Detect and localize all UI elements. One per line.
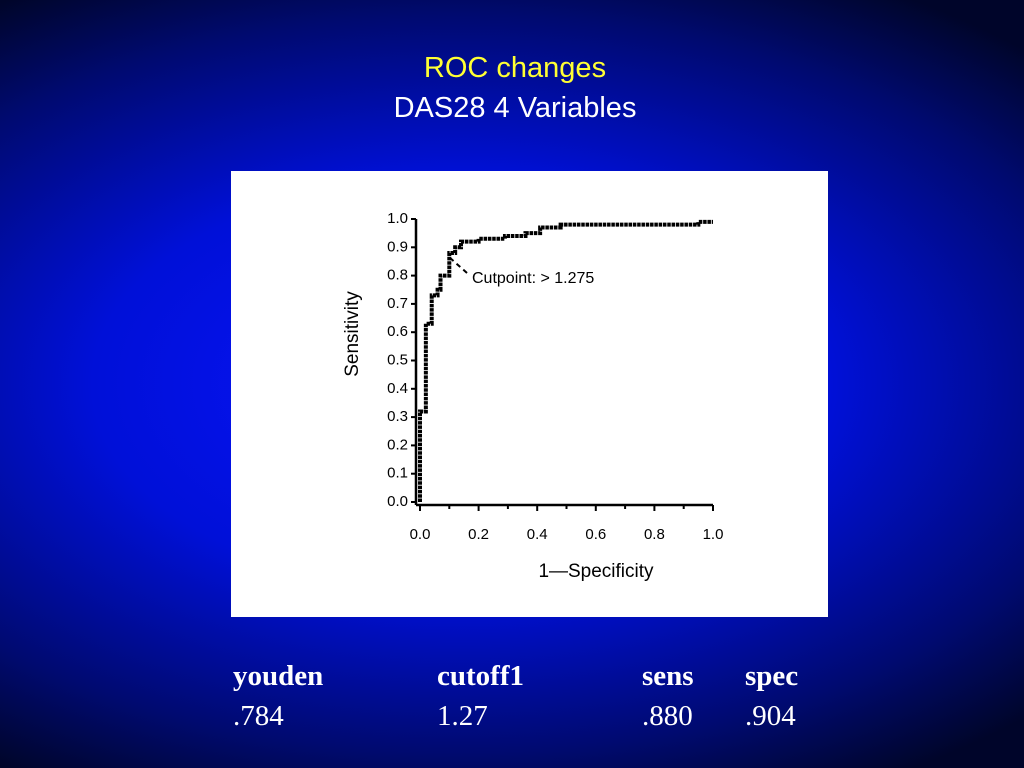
y-axis-label: Sensitivity [342,291,363,377]
header-cell: sens [642,660,694,692]
slide-subtitle: DAS28 4 Variables [393,92,637,124]
annotation: Cutpoint: > 1.275 [472,270,594,287]
x-tick-label: 0.4 [527,526,548,543]
y-tick-label: 0.0 [387,493,408,510]
x-tick-label: 1.0 [703,526,724,543]
cell: 1.27 [437,700,488,732]
x-tick-label: 0.2 [468,526,489,543]
y-tick-label: 0.5 [387,351,408,368]
cell: .880 [642,700,693,732]
y-tick-label: 0.8 [387,267,408,284]
y-tick-label: 0.6 [387,323,408,340]
x-tick-label: 0.6 [585,526,606,543]
cell: .904 [745,700,796,732]
cell: .784 [233,700,284,732]
x-tick-label: 0.0 [410,526,431,543]
header-cell: spec [745,660,799,692]
y-tick-label: 0.2 [387,436,408,453]
roc-line [418,219,713,502]
y-tick-label: 0.4 [387,380,408,397]
chart: 1—Specificity Sensitivity Cutpoint: > 1.… [231,171,828,617]
y-tick-label: 0.1 [387,465,408,482]
y-tick-label: 0.7 [387,295,408,312]
slide-title: ROC changes [423,52,607,84]
y-tick-label: 0.3 [387,408,408,425]
y-tick-label: 0.9 [387,238,408,255]
x-tick-label: 0.8 [644,526,665,543]
y-tick-label: 1.0 [387,210,408,227]
annotation-arrow [448,256,468,274]
x-axis-label: 1—Specificity [538,561,654,582]
chart-background [231,171,828,617]
header-cell: cutoff1 [437,660,524,692]
header-cell: youden [233,660,324,692]
